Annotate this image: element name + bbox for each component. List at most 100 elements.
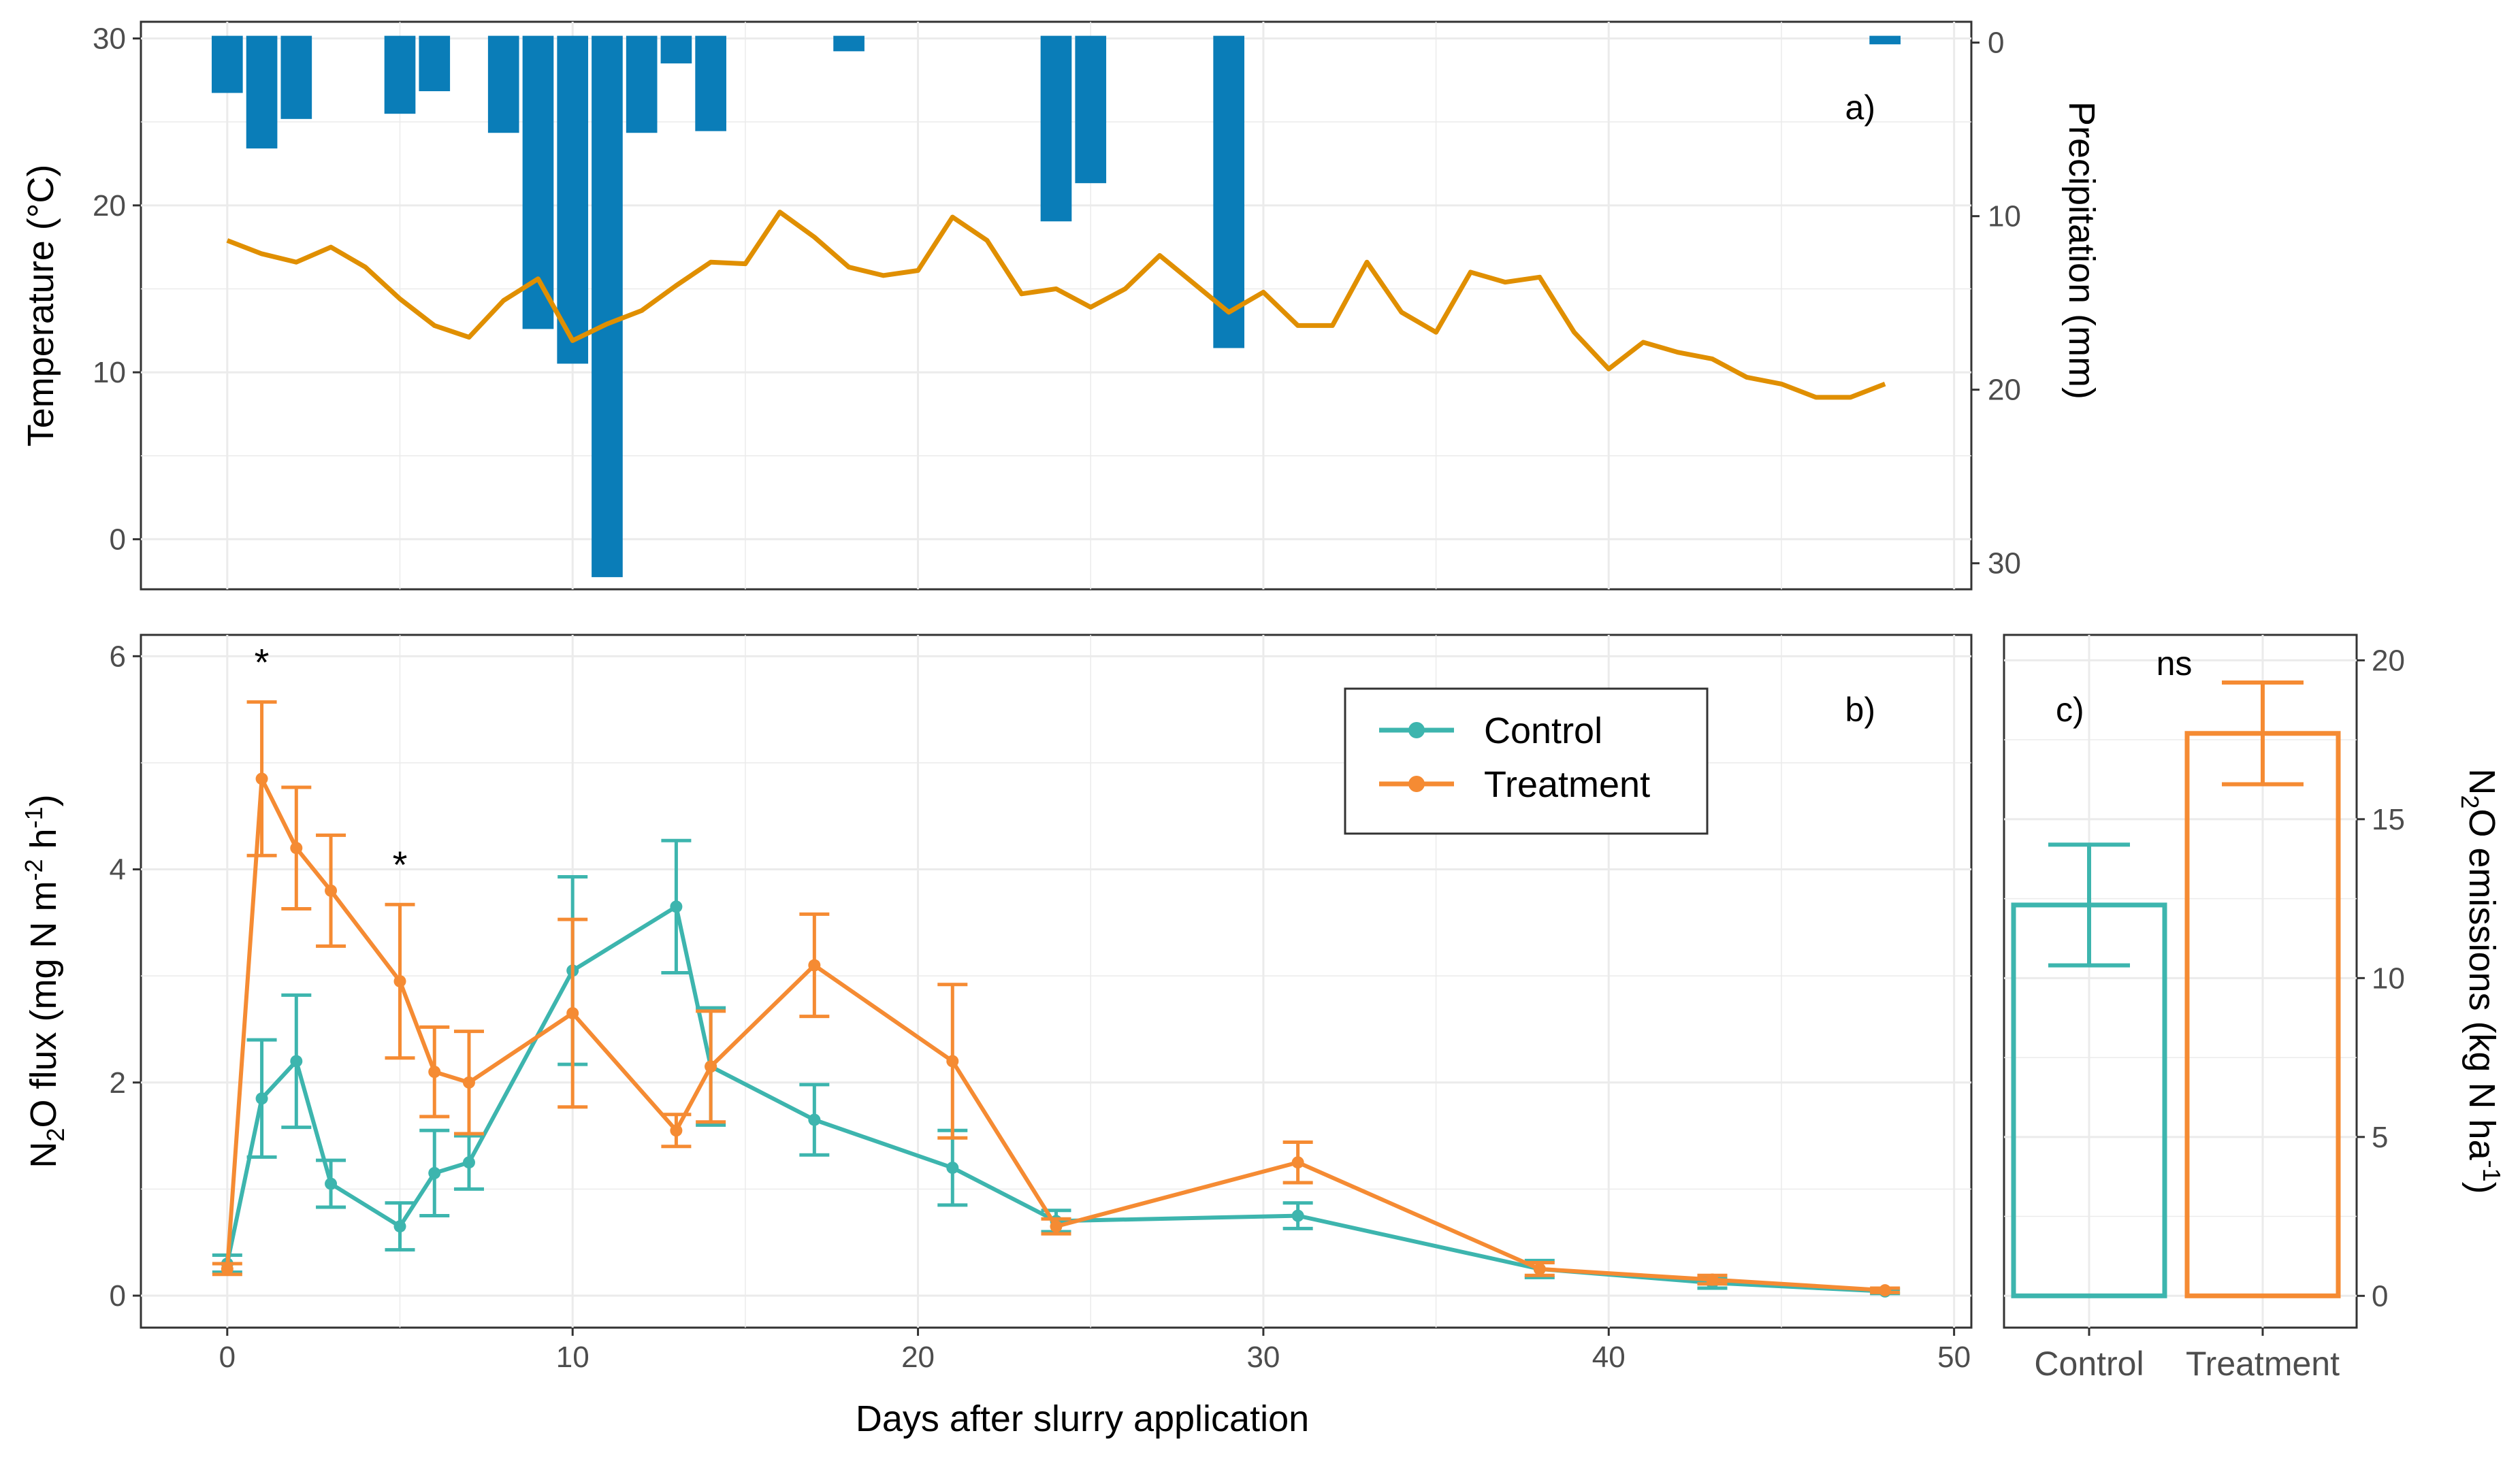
emissions-axis-ticks: 0 5 10 15 20 — [2357, 644, 2405, 1313]
emissions-tick-label: 10 — [2372, 962, 2405, 995]
panel-c: 0 5 10 15 20 Control Treatment c) ns N2O emis… — [2003, 634, 2506, 1383]
panel-a: 0 10 20 30 0 10 20 30 a) Temperature (°C) Prec… — [20, 20, 2102, 591]
precipitation-bar — [1213, 35, 1245, 348]
precipitation-bar — [280, 35, 312, 119]
flux-title-sub2: 2 — [42, 1128, 69, 1142]
precipitation-bar — [695, 35, 726, 131]
precipitation-bar — [626, 35, 658, 133]
emissions-title-exp1: -1 — [2478, 1160, 2506, 1182]
precipitation-tick-label: 0 — [1988, 27, 2004, 60]
temperature-tick-label: 10 — [93, 356, 126, 389]
legend-treatment-marker — [1408, 776, 1425, 792]
data-point — [1050, 1220, 1063, 1233]
category-tick-label: Control — [2034, 1345, 2144, 1383]
days-tick-label: 30 — [1246, 1341, 1280, 1374]
flux-axis-ticks: 0 2 4 6 — [110, 640, 141, 1313]
days-tick-label: 20 — [901, 1341, 935, 1374]
emissions-tick-label: 15 — [2372, 803, 2405, 836]
data-point — [428, 1166, 441, 1179]
panel-a-label: a) — [1845, 88, 1875, 127]
data-point — [290, 842, 303, 855]
precipitation-bar — [660, 35, 692, 64]
data-point — [1533, 1262, 1546, 1275]
precipitation-bar — [487, 35, 519, 133]
days-tick-label: 0 — [219, 1341, 236, 1374]
flux-series — [212, 700, 1901, 1298]
temperature-axis-ticks: 0 10 20 30 — [93, 22, 141, 556]
panel-c-frame — [2003, 634, 2358, 1329]
data-point — [705, 1060, 717, 1073]
data-point — [462, 1076, 475, 1089]
precipitation-bar — [419, 35, 451, 92]
flux-tick-label: 6 — [110, 640, 126, 673]
temperature-line — [226, 210, 1886, 400]
precipitation-axis-ticks: 0 10 20 30 — [1971, 27, 2021, 580]
precipitation-axis-title: Precipitation (mm) — [2061, 101, 2102, 399]
precipitation-bar — [557, 35, 589, 364]
data-point — [325, 1177, 338, 1190]
flux-title-exp1: -1 — [20, 806, 48, 828]
significance-star: * — [393, 843, 408, 886]
precipitation-bars — [212, 35, 1901, 578]
panel-b-grid — [141, 635, 1971, 1328]
data-point — [946, 1162, 959, 1175]
significance-marks: ** — [255, 640, 408, 886]
ns-annotation: ns — [2156, 644, 2193, 683]
data-point — [946, 1055, 959, 1068]
data-point — [808, 959, 821, 972]
days-tick-label: 50 — [1937, 1341, 1971, 1374]
days-tick-label: 10 — [556, 1341, 589, 1374]
days-axis-ticks: 0 10 20 30 40 50 — [219, 1328, 1971, 1374]
data-point — [670, 1124, 683, 1137]
emission-bars — [2011, 680, 2341, 1298]
data-point — [670, 900, 683, 913]
emissions-tick-label: 0 — [2372, 1279, 2388, 1313]
flux-title-exp2: -2 — [20, 859, 48, 881]
days-tick-label: 40 — [1592, 1341, 1626, 1374]
treatment-series — [212, 700, 1901, 1297]
precipitation-bar — [1869, 35, 1901, 45]
data-point — [1291, 1156, 1304, 1169]
emissions-axis-title: N2O emissions (kg N ha-1) — [2456, 768, 2506, 1194]
temperature-tick-label: 0 — [110, 523, 126, 556]
data-point — [255, 772, 268, 785]
flux-title-h: h — [23, 828, 64, 859]
precipitation-tick-label: 10 — [1988, 200, 2021, 233]
data-point — [808, 1113, 821, 1126]
panel-c-label: c) — [2056, 691, 2084, 729]
precipitation-bar — [246, 35, 278, 149]
panel-c-grid — [2004, 635, 2357, 1328]
emissions-tick-label: 20 — [2372, 644, 2405, 677]
data-point — [221, 1262, 233, 1275]
legend-treatment-label: Treatment — [1484, 764, 1650, 805]
x-axis-title: Days after slurry application — [856, 1398, 1309, 1439]
legend-control-label: Control — [1484, 710, 1602, 751]
legend-control-marker — [1408, 722, 1425, 738]
flux-axis-title: N2O flux (mg N m-2 h-1) — [20, 794, 69, 1168]
precipitation-bar — [1040, 35, 1072, 222]
precipitation-tick-label: 20 — [1988, 374, 2021, 407]
emissions-title-main: O emissions (kg N ha — [2461, 808, 2502, 1160]
data-point — [1706, 1273, 1719, 1286]
temperature-tick-label: 30 — [93, 22, 126, 56]
flux-title-close: ) — [23, 794, 64, 806]
precipitation-bar — [384, 35, 416, 114]
flux-tick-label: 0 — [110, 1279, 126, 1313]
treatment-axis-ticks: Control Treatment — [2034, 1328, 2340, 1383]
flux-title-n: N — [23, 1142, 64, 1168]
emissions-title-n: N — [2461, 768, 2502, 795]
precipitation-bar — [833, 35, 865, 52]
data-point — [566, 1006, 579, 1019]
precipitation-bar — [1075, 35, 1107, 184]
legend: Control Treatment — [1344, 687, 1709, 835]
significance-star: * — [255, 640, 270, 683]
data-point — [1879, 1284, 1892, 1297]
data-point — [255, 1092, 268, 1105]
temperature-tick-label: 20 — [93, 189, 126, 223]
legend-box — [1344, 687, 1709, 835]
emissions-title-sub2: 2 — [2456, 795, 2484, 808]
data-point — [325, 884, 338, 897]
data-point — [462, 1156, 475, 1169]
data-point — [428, 1066, 441, 1079]
